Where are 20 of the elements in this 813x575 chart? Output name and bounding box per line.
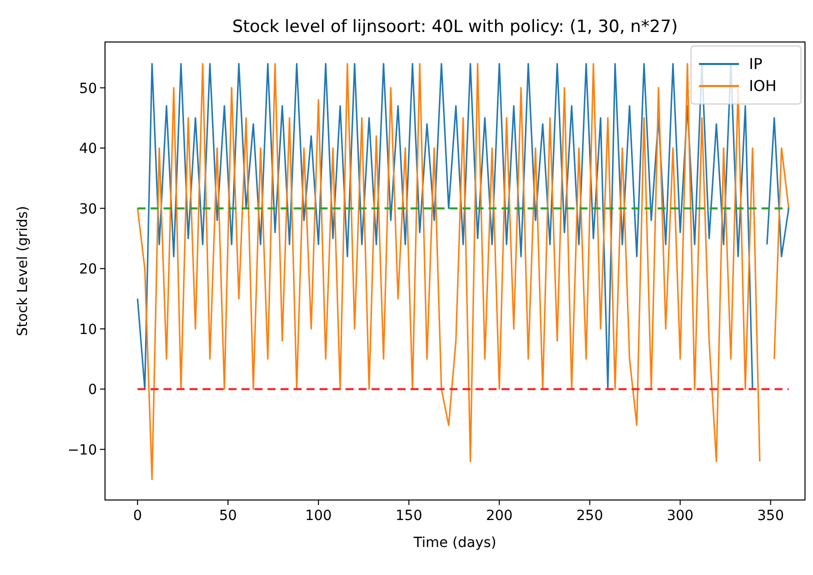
legend-label: IOH (749, 77, 777, 95)
y-tick-label: 20 (79, 262, 97, 278)
y-tick-label: 10 (79, 322, 97, 338)
y-axis-title: Stock Level (grids) (15, 206, 31, 336)
x-tick-label: 250 (576, 508, 604, 524)
x-tick-label: 200 (486, 508, 513, 524)
x-tick-label: 100 (305, 508, 332, 524)
x-axis-title: Time (days) (412, 535, 496, 551)
x-tick-label: 150 (396, 508, 422, 524)
y-tick-label: 50 (79, 80, 97, 97)
x-tick-label: 350 (757, 508, 784, 524)
legend-label: IP (749, 55, 762, 73)
y-tick-label: −10 (67, 442, 97, 458)
y-tick-label: 40 (79, 141, 97, 158)
y-tick-label: 0 (88, 382, 97, 398)
x-tick-label: 300 (666, 508, 694, 524)
x-tick-label: 0 (133, 508, 142, 524)
y-tick-label: 30 (79, 201, 97, 218)
x-tick-label: 50 (219, 508, 237, 524)
chart-title: Stock level of lijnsoort: 40L with policy: (1, 30, n*27) (232, 17, 678, 37)
